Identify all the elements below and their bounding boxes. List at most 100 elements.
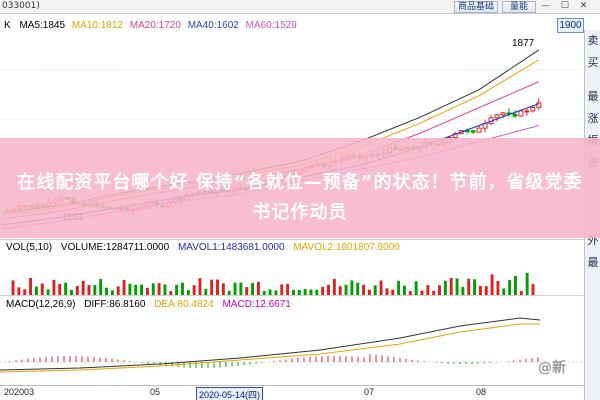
volume-bar <box>239 282 243 295</box>
ma10-value: MA10:1812 <box>71 20 123 31</box>
candle-body <box>518 110 524 117</box>
volume-bar <box>403 285 406 295</box>
volume-bar <box>531 284 535 295</box>
volume-chart[interactable] <box>0 258 584 296</box>
dea-line <box>0 323 540 373</box>
volume-bar <box>64 282 68 295</box>
volume-bar <box>438 285 441 295</box>
volume-bars <box>11 272 535 295</box>
volume-bar <box>58 283 62 295</box>
ma60-value: MA60:1529 <box>245 20 297 31</box>
volume-bar <box>181 282 184 295</box>
window-controls[interactable]: — ☐ ✕ <box>541 1 592 11</box>
volume-bar <box>157 283 161 295</box>
ma20-value: MA20:1720 <box>129 20 181 31</box>
volume-bar <box>151 283 155 295</box>
volume-bar <box>514 275 517 295</box>
volume-bar <box>227 290 231 295</box>
volume-bar <box>455 278 459 295</box>
volume-bar <box>356 282 360 295</box>
diff-value: DIFF:86.8160 <box>84 299 146 310</box>
volume-bar <box>204 288 208 295</box>
candle-body <box>476 127 482 133</box>
headline-banner <box>0 138 600 238</box>
volume-bar <box>315 289 319 295</box>
volume-bar <box>262 290 266 295</box>
candle-body <box>512 113 518 117</box>
ma40-value: MA40:1602 <box>187 20 239 31</box>
sidebar-tab-rise[interactable]: 涨 <box>587 112 599 125</box>
volume-button[interactable]: 量能 <box>502 1 536 13</box>
title-bar: 033001) 商品基础 量能 — ☐ ✕ <box>0 0 600 14</box>
volume-bar <box>391 289 395 295</box>
volume-bar <box>344 284 348 295</box>
sidebar-tab-sell[interactable]: 卖 <box>587 34 599 47</box>
volume-bar <box>110 290 114 295</box>
volume-bar <box>292 289 295 295</box>
volume-bar <box>46 289 50 295</box>
volume-bar <box>192 285 196 295</box>
volume-bar <box>338 286 342 295</box>
stock-code: 033001) <box>2 1 40 11</box>
high-price-label: 1877 <box>512 38 535 49</box>
volume-bar <box>432 290 436 295</box>
volume-bar <box>525 272 529 295</box>
mavol1-value: MAVOL1:1483681.0000 <box>177 242 285 253</box>
sidebar-tab-outer[interactable]: 外 <box>587 234 599 247</box>
volume-bar <box>268 289 272 295</box>
volume-bar <box>169 291 173 295</box>
macd-label: MACD(12,26,9) <box>6 299 76 310</box>
volume-bar <box>128 283 132 295</box>
dea-value: DEA:80.4824 <box>154 299 214 310</box>
axis-tick: 07 <box>364 387 375 397</box>
ma-indicator-row: K MA5:1845 MA10:1812 MA20:1720 MA40:1602… <box>0 14 584 38</box>
volume-bar <box>17 287 21 295</box>
volume-bar <box>367 289 371 295</box>
price-axis-box[interactable]: 1900 <box>557 18 584 33</box>
candle-body <box>494 114 500 119</box>
volume-bar <box>198 278 202 295</box>
volume-bar <box>70 289 73 295</box>
k-label: K <box>4 20 11 31</box>
candle-body <box>530 106 536 112</box>
volume-bar <box>81 280 85 295</box>
volume-bar <box>134 284 138 295</box>
volume-bar <box>87 284 91 295</box>
volume-bar <box>163 284 167 295</box>
headline-text: 在线配资平台哪个好 保持“各就位—预备”的状态！节前，省级党委书记作动员 <box>17 172 583 223</box>
volume-bar <box>467 278 471 295</box>
volume-bar <box>216 279 219 295</box>
volume-bar <box>274 290 278 295</box>
sidebar-tab-latest[interactable]: 最 <box>587 90 599 103</box>
volume-bar <box>449 277 453 295</box>
volume-bar <box>321 286 325 295</box>
volume-bar <box>245 287 249 295</box>
goods-button[interactable]: 商品基础 <box>454 1 498 13</box>
volume-bar <box>508 280 512 295</box>
macd-indicator-row: MACD(12,26,9) DIFF:86.8160 DEA:80.4824 M… <box>6 298 297 312</box>
axis-tick: 202003 <box>4 387 35 397</box>
volume-bar <box>385 288 389 295</box>
volume-bar <box>286 283 290 295</box>
volume-bar <box>496 281 500 295</box>
selected-date-label[interactable]: 2020-05-14(四) <box>196 387 264 400</box>
sidebar-tab-max[interactable]: 最 <box>587 256 599 269</box>
macd-chart[interactable] <box>0 314 584 382</box>
volume-bar <box>256 281 260 295</box>
volume-bar <box>122 280 126 295</box>
volume-bar <box>373 285 377 295</box>
volume-bar <box>484 286 488 295</box>
volume-bar <box>186 289 190 295</box>
volume-bar <box>233 282 237 295</box>
volume-bar <box>426 285 430 295</box>
volume-bar <box>443 280 447 295</box>
volume-bar <box>23 289 27 295</box>
volume-bar <box>175 284 179 295</box>
volume-bar <box>420 290 424 295</box>
volume-bar <box>251 282 255 295</box>
volume-bar <box>40 283 44 295</box>
volume-bar <box>145 287 149 295</box>
volume-bar <box>327 284 330 295</box>
sidebar-tab-buy[interactable]: 买 <box>587 56 599 69</box>
volume-bar <box>309 289 313 295</box>
